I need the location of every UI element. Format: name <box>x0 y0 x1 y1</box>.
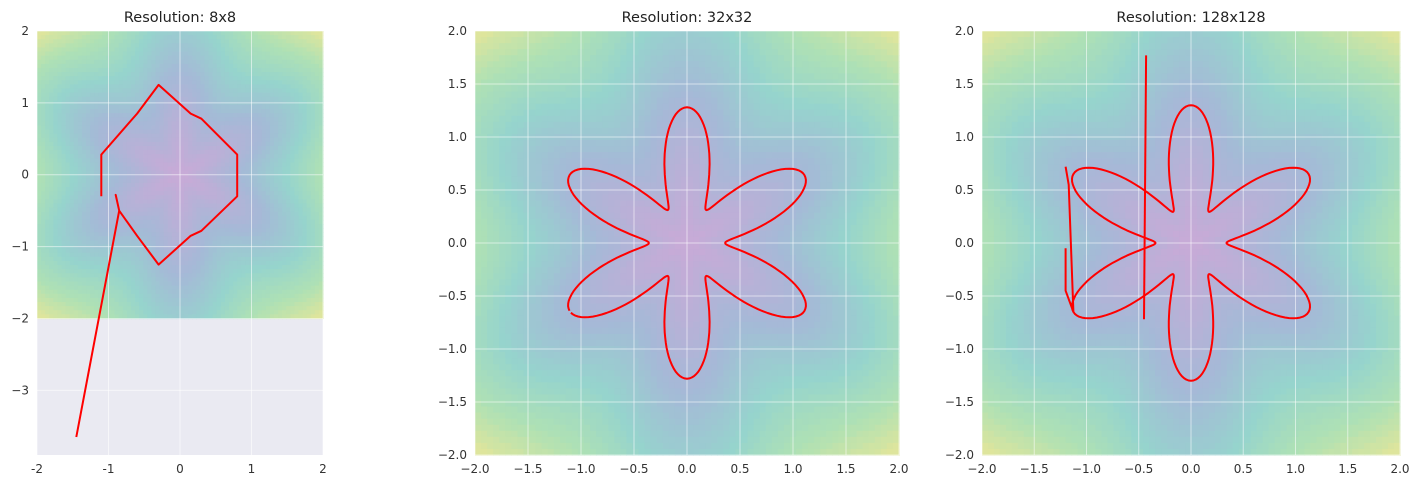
y-tick-label: −1.5 <box>945 395 974 409</box>
y-tick-label: −1.0 <box>945 342 974 356</box>
x-tick-label: 2.0 <box>1390 462 1409 476</box>
y-tick-label: 0.5 <box>448 183 467 197</box>
x-tick-label: −1.0 <box>566 462 595 476</box>
panel-title: Resolution: 32x32 <box>622 10 753 26</box>
x-tick-label: 0.0 <box>1181 462 1200 476</box>
x-tick-label: −1.5 <box>1020 462 1049 476</box>
panel-128x128: Resolution: 128x128 −2.0 −1.5 −1.0 −0.5 0.0 0… <box>945 10 1410 476</box>
x-tick-label: 1.0 <box>1286 462 1305 476</box>
series-line <box>75 83 239 438</box>
grid-lines <box>981 30 1401 456</box>
y-tick-label: 2 <box>21 24 29 38</box>
panel-32x32: Resolution: 32x32 −2.0 −1.5 −1.0 −0.5 0.0 0.5… <box>438 10 909 476</box>
x-tick-label: -1 <box>103 462 115 476</box>
x-tick-label: 0.5 <box>1234 462 1253 476</box>
x-tick-label: −0.5 <box>619 462 648 476</box>
x-tick-label: -2 <box>31 462 43 476</box>
y-tick-label: 1.0 <box>448 130 467 144</box>
y-tick-label: 0.0 <box>955 236 974 250</box>
y-tick-label: 1.5 <box>955 77 974 91</box>
panel-title: Resolution: 8x8 <box>124 10 236 26</box>
y-tick-label: −1.5 <box>438 395 467 409</box>
y-tick-label: 1.0 <box>955 130 974 144</box>
series-line <box>1064 104 1311 382</box>
x-tick-label: −0.5 <box>1124 462 1153 476</box>
y-tick-label: 0.5 <box>955 183 974 197</box>
panel-title: Resolution: 128x128 <box>1116 10 1265 26</box>
series-line <box>567 106 807 380</box>
y-tick-label: −2 <box>11 311 29 325</box>
x-tick-label: 1.5 <box>836 462 855 476</box>
x-tick-label: 0.0 <box>677 462 696 476</box>
x-tick-label: 2 <box>319 462 327 476</box>
y-tick-label: −0.5 <box>438 289 467 303</box>
x-tick-label: −1.0 <box>1072 462 1101 476</box>
x-tick-label: −2.0 <box>460 462 489 476</box>
y-tick-label: −1 <box>11 240 29 254</box>
y-tick-label: −2.0 <box>945 448 974 462</box>
x-tick-label: 0.5 <box>730 462 749 476</box>
y-tick-label: −1.0 <box>438 342 467 356</box>
panel-8x8: Resolution: 8x8 -2 -1 0 1 2 −3 −2 −1 0 1 2 <box>11 10 327 476</box>
y-tick-label: 2.0 <box>955 24 974 38</box>
x-tick-label: 1.0 <box>783 462 802 476</box>
y-tick-label: −2.0 <box>438 448 467 462</box>
y-tick-label: −0.5 <box>945 289 974 303</box>
y-tick-label: 1 <box>21 96 29 110</box>
x-tick-label: 1 <box>248 462 256 476</box>
y-tick-label: 0 <box>21 168 29 182</box>
grid-lines <box>474 30 900 456</box>
x-tick-label: −2.0 <box>967 462 996 476</box>
x-tick-label: 2.0 <box>889 462 908 476</box>
y-tick-label: 1.5 <box>448 77 467 91</box>
x-tick-label: 1.5 <box>1338 462 1357 476</box>
x-tick-label: −1.5 <box>513 462 542 476</box>
y-tick-label: 0.0 <box>448 236 467 250</box>
series-spike <box>1143 55 1148 320</box>
contour-field <box>475 31 900 456</box>
y-tick-label: 2.0 <box>448 24 467 38</box>
x-tick-label: 0 <box>176 462 184 476</box>
y-tick-label: −3 <box>11 383 29 397</box>
